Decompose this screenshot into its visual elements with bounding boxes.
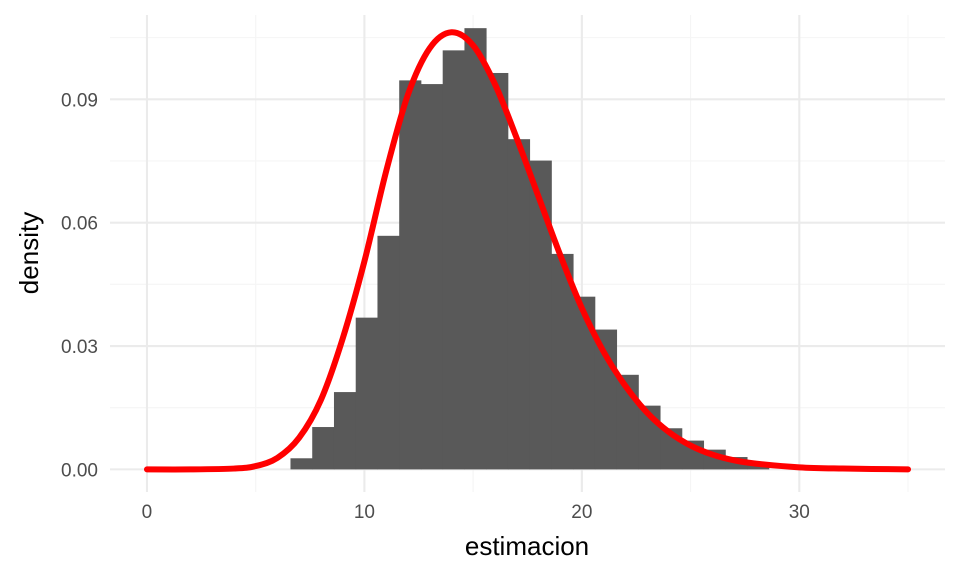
- x-tick-label: 0: [142, 502, 153, 523]
- x-axis-title: estimacion: [465, 531, 589, 561]
- histogram-bar: [486, 72, 509, 470]
- histogram-bar: [333, 392, 357, 470]
- y-tick-label: 0.09: [61, 90, 98, 111]
- x-tick-label: 10: [354, 502, 375, 523]
- histogram-bar: [312, 427, 335, 470]
- y-axis-tick-labels: 0.00 0.03 0.06 0.09: [61, 90, 98, 481]
- y-axis-title: density: [14, 212, 44, 294]
- histogram-bar: [529, 160, 552, 470]
- y-tick-label: 0.00: [61, 460, 98, 481]
- histogram-bar: [442, 50, 465, 470]
- y-tick-label: 0.03: [61, 337, 98, 358]
- histogram-bar: [377, 235, 400, 470]
- histogram-bar: [464, 28, 487, 470]
- x-axis-tick-labels: 0 10 20 30: [142, 502, 810, 523]
- histogram-bar: [507, 139, 531, 470]
- histogram-bar: [420, 84, 444, 470]
- histogram-bar: [573, 296, 596, 470]
- histogram-bar: [355, 317, 378, 470]
- density-curve-line: [143, 29, 912, 473]
- histogram-bar: [551, 253, 574, 470]
- x-tick-label: 30: [789, 502, 810, 523]
- histogram-bars: [290, 28, 770, 470]
- histogram-bar: [399, 80, 422, 470]
- histogram-bar: [290, 458, 313, 470]
- y-tick-label: 0.06: [61, 214, 98, 235]
- x-tick-label: 20: [571, 502, 592, 523]
